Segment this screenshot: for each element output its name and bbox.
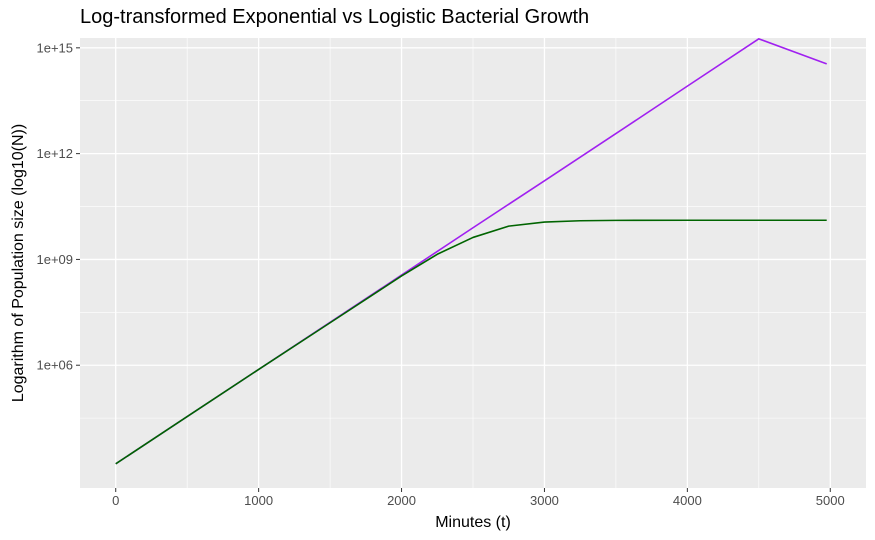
x-axis: 0 1000 2000 3000 4000 5000	[112, 488, 845, 508]
x-axis-title: Minutes (t)	[435, 514, 511, 531]
chart-title: Log-transformed Exponential vs Logistic …	[80, 6, 589, 28]
x-tick-label: 5000	[816, 493, 845, 508]
x-tick-label: 0	[112, 493, 119, 508]
x-tick-label: 3000	[530, 493, 559, 508]
y-axis-title: Logarithm of Population size (log10(N))	[10, 124, 27, 402]
major-gridlines	[80, 38, 866, 488]
y-tick-label: 1e+12	[36, 146, 73, 161]
y-tick-label: 1e+09	[36, 252, 73, 267]
y-tick-label: 1e+06	[36, 358, 73, 373]
y-tick-label: 1e+15	[36, 40, 73, 55]
y-axis: 1e+06 1e+09 1e+12 1e+15	[36, 40, 80, 373]
x-tick-label: 2000	[387, 493, 416, 508]
minor-gridlines	[80, 38, 866, 488]
series-line-1	[115, 219, 827, 465]
x-tick-label: 4000	[673, 493, 702, 508]
x-tick-label: 1000	[244, 493, 273, 508]
series-layer	[115, 38, 827, 465]
